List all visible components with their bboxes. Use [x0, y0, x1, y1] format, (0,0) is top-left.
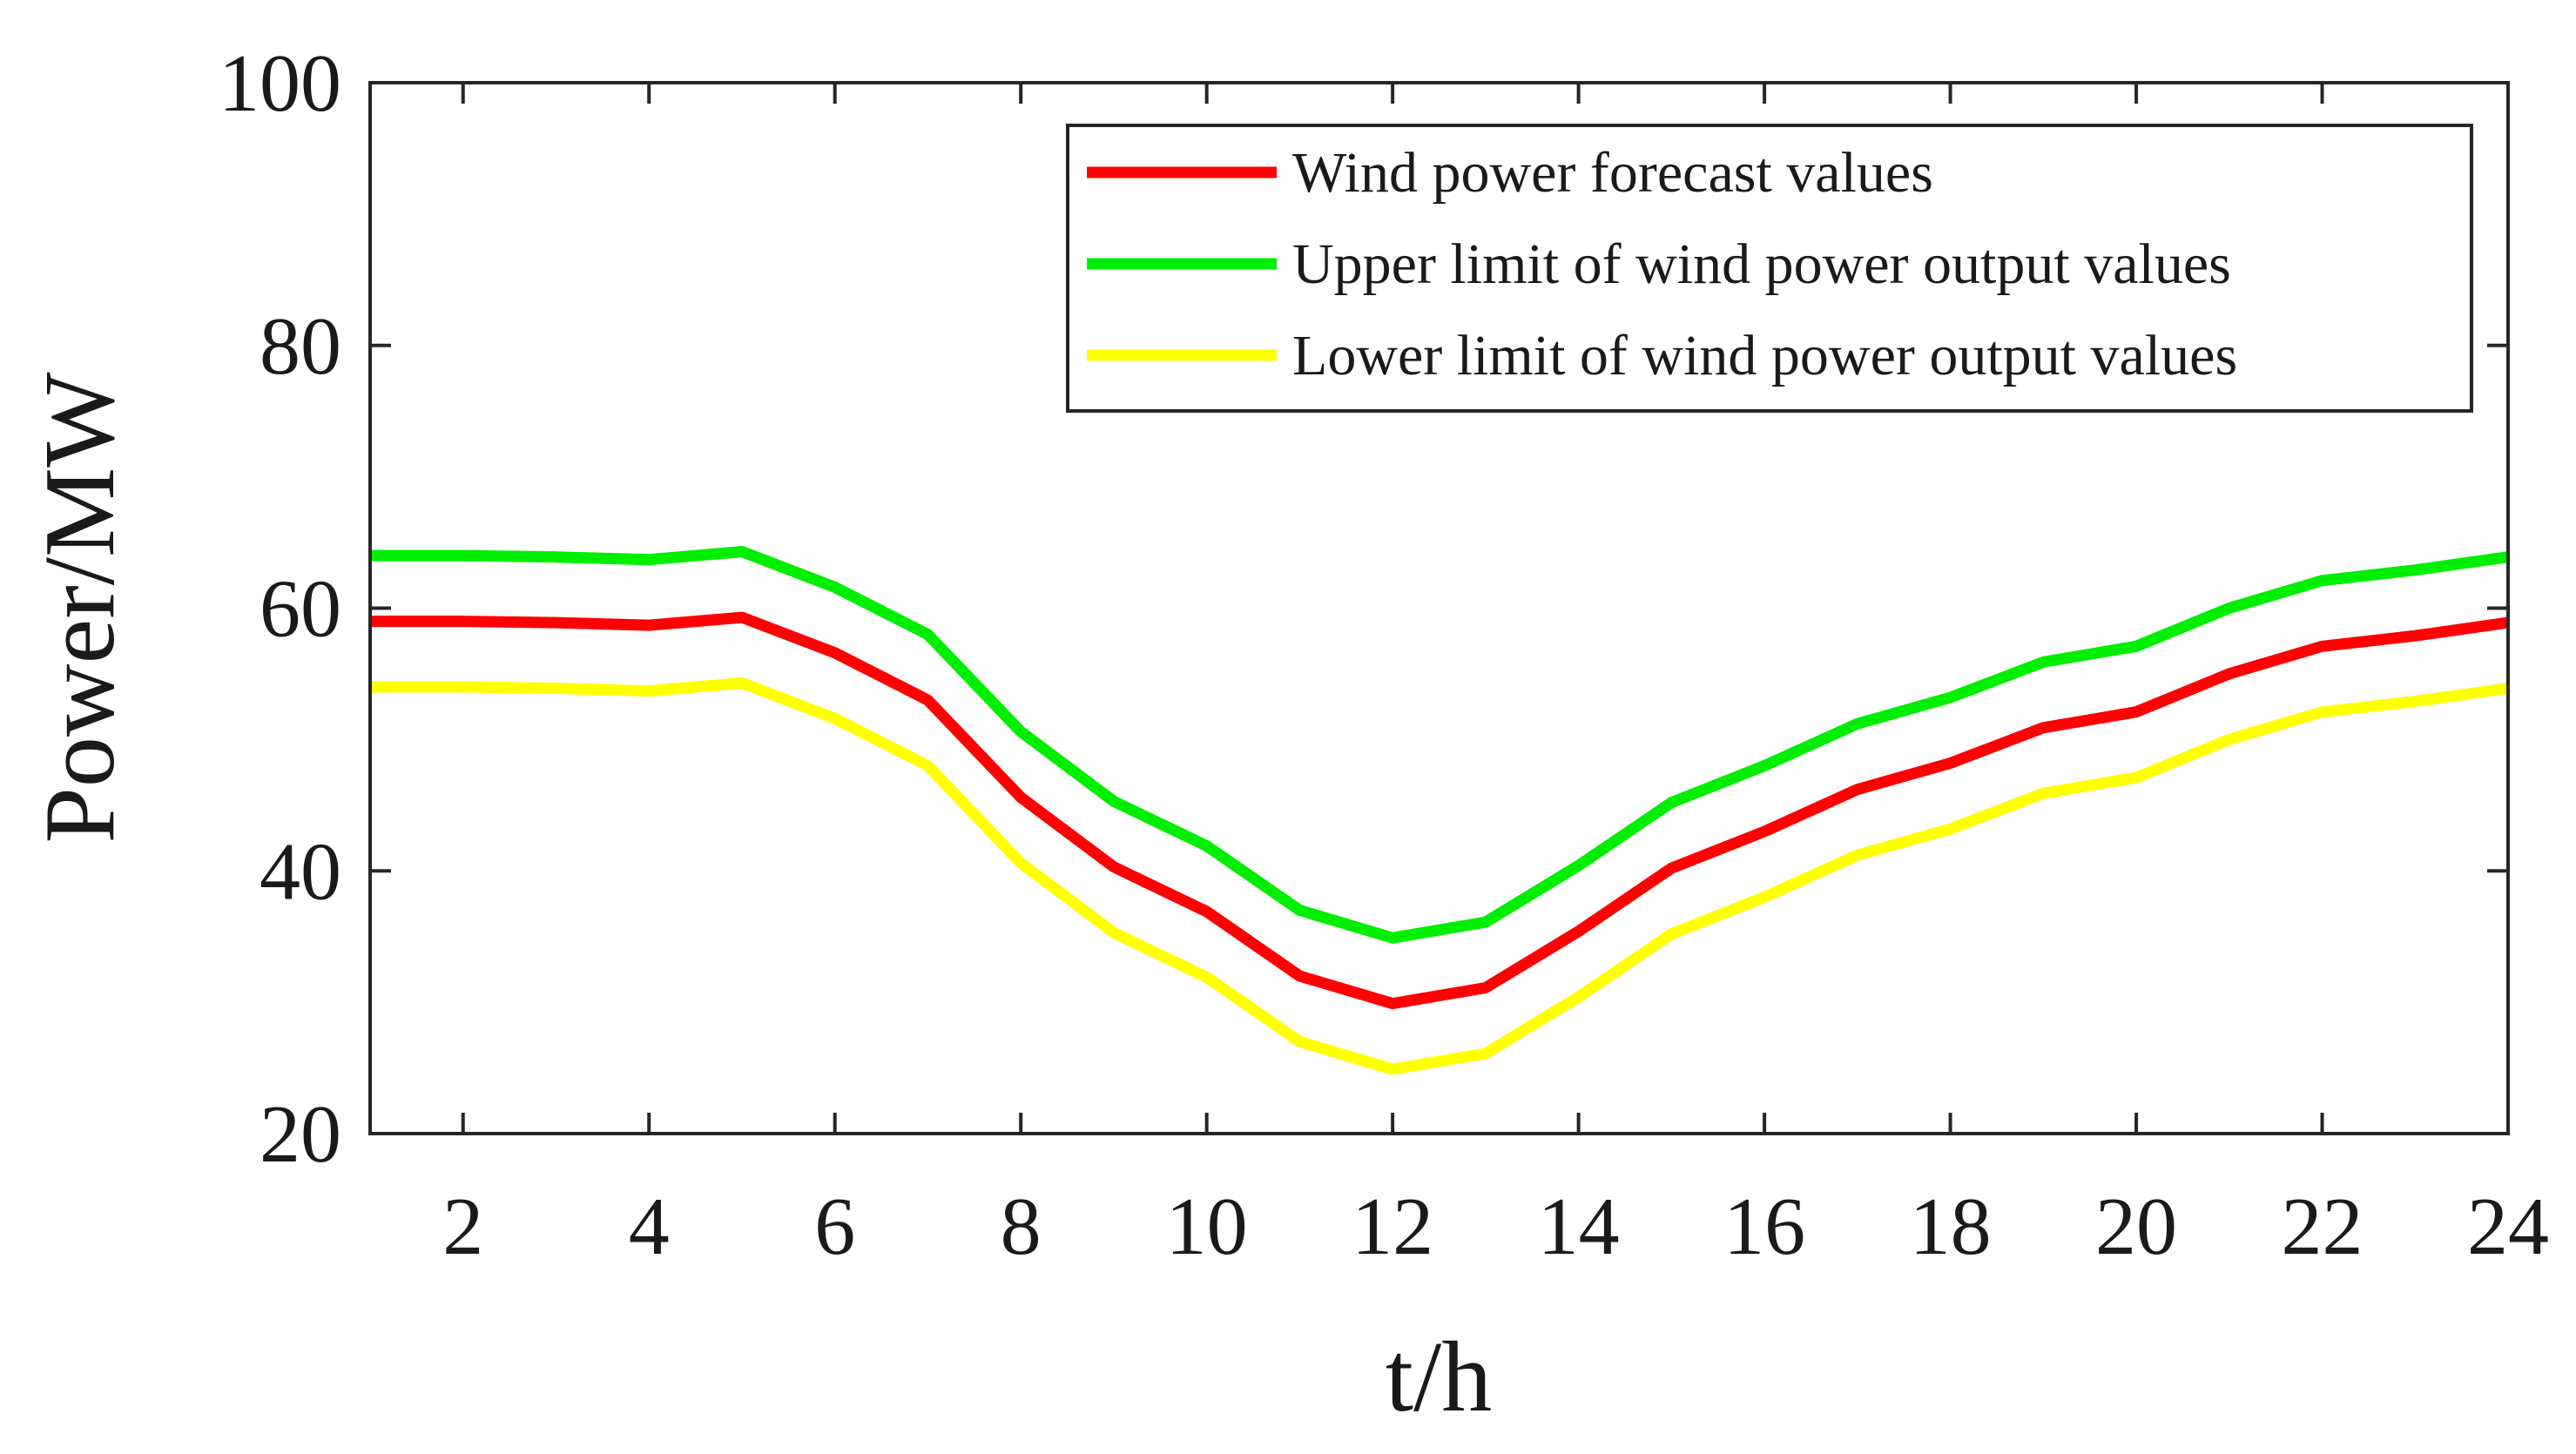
series-layer: [370, 546, 2509, 1075]
y-tick-label: 60: [260, 564, 341, 655]
y-tick-label: 20: [260, 1089, 341, 1180]
x-tick-label: 20: [2095, 1181, 2177, 1272]
x-tick-label: 14: [1538, 1181, 1620, 1272]
x-tick-label: 24: [2467, 1181, 2549, 1272]
x-tick-label: 10: [1166, 1181, 1248, 1272]
y-axis-title: Power/MW: [24, 372, 136, 844]
y-tick-label: 100: [219, 38, 341, 129]
legend-items: Wind power forecast values Upper limit of…: [1087, 141, 2237, 387]
x-tick-label: 8: [1001, 1181, 1042, 1272]
y-tick-label: 80: [260, 301, 341, 392]
x-tick-label: 18: [1910, 1181, 1992, 1272]
x-tick-label: 2: [442, 1181, 483, 1272]
legend-label-0: Wind power forecast values: [1292, 141, 1933, 205]
series-line-2: [370, 677, 2509, 1075]
legend-box: [1066, 124, 2473, 413]
series-line-0: [370, 611, 2509, 1010]
x-tick-label: 12: [1352, 1181, 1433, 1272]
x-tick-label: 4: [629, 1181, 670, 1272]
legend: Wind power forecast values Upper limit of…: [1066, 124, 2473, 413]
y-tick-label: 40: [260, 826, 341, 917]
x-tick-label: 16: [1723, 1181, 1805, 1272]
plot-frame: [368, 81, 2510, 1135]
x-tick-label: 22: [2282, 1181, 2364, 1272]
legend-label-1: Upper limit of wind power output values: [1292, 232, 2231, 296]
x-axis-title: t/h: [1386, 1322, 1492, 1433]
legend-label-2: Lower limit of wind power output values: [1292, 324, 2237, 387]
x-tick-label: 6: [814, 1181, 855, 1272]
series-line-1: [370, 546, 2509, 944]
